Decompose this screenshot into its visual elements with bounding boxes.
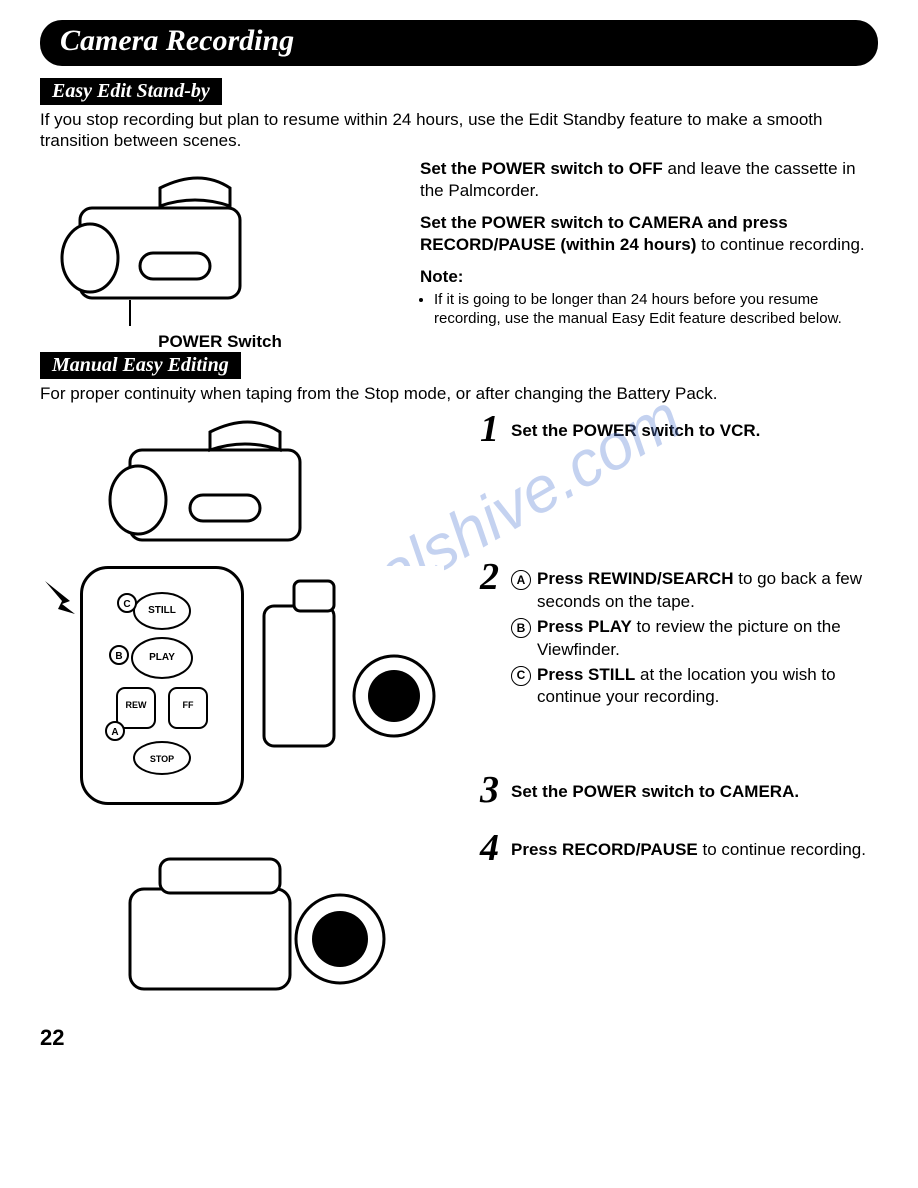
step4-bold: Press RECORD/PAUSE: [511, 840, 698, 859]
step2-b: B Press PLAY to review the picture on th…: [511, 616, 878, 662]
btn-still-label: STILL: [148, 605, 176, 616]
remote-illustration: STILL C PLAY B REW FF A S: [80, 566, 244, 805]
illustration-camera-1: POWER Switch: [40, 158, 400, 352]
step2-c: C Press STILL at the location you wish t…: [511, 664, 878, 710]
svg-text:C: C: [123, 599, 130, 610]
letter-a-icon: A: [511, 570, 531, 590]
camera-rear-icon: [244, 566, 444, 776]
section-easy-edit-standby: Easy Edit Stand-by If you stop recording…: [40, 78, 878, 352]
letter-b-icon: B: [511, 618, 531, 638]
section2-steps: 1 Set the POWER switch to VCR. 2 A Press…: [480, 410, 878, 820]
section1-body: Set the POWER switch to OFF and leave th…: [420, 158, 878, 333]
step3-text: Set the POWER switch to CAMERA.: [511, 782, 799, 801]
svg-text:STOP: STOP: [150, 754, 174, 764]
svg-text:REW: REW: [126, 700, 148, 710]
camera-top-icon: [100, 829, 400, 1009]
letter-c-icon: C: [511, 666, 531, 686]
arrow-icon: [40, 576, 80, 616]
note-item: If it is going to be longer than 24 hour…: [434, 290, 878, 329]
step2a-bold: Press REWIND/SEARCH: [537, 569, 734, 588]
section-label: Easy Edit Stand-by: [40, 78, 222, 105]
illustration-camera-3: [40, 829, 460, 1009]
step-3: 3 Set the POWER switch to CAMERA.: [480, 771, 878, 809]
step-number: 4: [480, 829, 499, 867]
section-manual-easy-editing: Manual Easy Editing For proper continuit…: [40, 352, 878, 1010]
page-title: Camera Recording: [40, 20, 878, 66]
section2-intro: For proper continuity when taping from t…: [40, 383, 878, 404]
s1-p2-rest: to continue recording.: [696, 235, 864, 254]
step1-text: Set the POWER switch to VCR.: [511, 421, 760, 440]
camera-icon: [80, 410, 360, 560]
svg-text:PLAY: PLAY: [149, 652, 175, 663]
step2b-bold: Press PLAY: [537, 617, 632, 636]
step-1: 1 Set the POWER switch to VCR.: [480, 410, 878, 448]
step-2: 2 A Press REWIND/SEARCH to go back a few…: [480, 558, 878, 712]
step2-a: A Press REWIND/SEARCH to go back a few s…: [511, 568, 878, 614]
step-number: 2: [480, 558, 499, 596]
step-number: 3: [480, 771, 499, 809]
svg-text:FF: FF: [183, 700, 194, 710]
step4-rest: to continue recording.: [698, 840, 866, 859]
note-heading: Note:: [420, 266, 878, 288]
page-number: 22: [40, 1025, 878, 1051]
step-4: 4 Press RECORD/PAUSE to continue recordi…: [480, 829, 878, 867]
section1-intro: If you stop recording but plan to resume…: [40, 109, 878, 152]
svg-text:B: B: [115, 651, 122, 662]
s1-p1-bold: Set the POWER switch to OFF: [420, 159, 663, 178]
note-list: If it is going to be longer than 24 hour…: [420, 290, 878, 329]
caption-power-switch: POWER Switch: [40, 332, 400, 352]
camera-icon: [40, 158, 300, 328]
step-number: 1: [480, 410, 499, 448]
svg-text:A: A: [111, 727, 118, 738]
section-label-2: Manual Easy Editing: [40, 352, 241, 379]
step2c-bold: Press STILL: [537, 665, 635, 684]
illustration-camera-2: STILL C PLAY B REW FF A S: [40, 410, 460, 805]
